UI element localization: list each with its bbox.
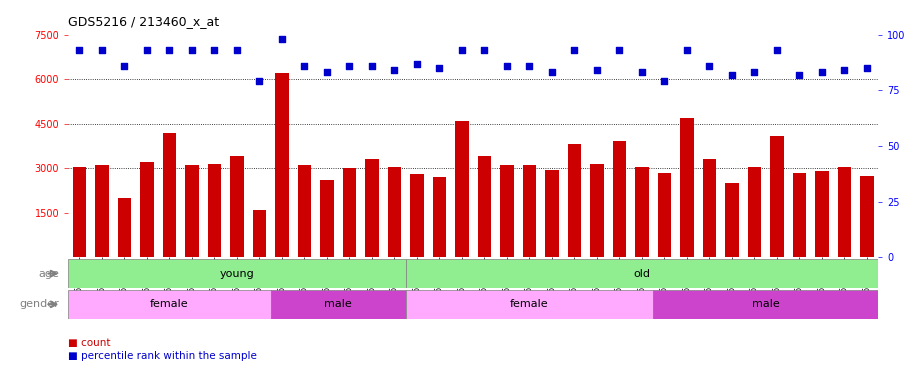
Text: ■ count: ■ count — [68, 338, 111, 348]
Point — [590, 67, 604, 73]
Point — [410, 60, 424, 66]
Bar — [253, 210, 267, 257]
Bar — [388, 167, 401, 257]
Bar — [568, 144, 581, 257]
Text: young: young — [219, 268, 255, 279]
Bar — [680, 118, 693, 257]
Bar — [207, 164, 221, 257]
Bar — [186, 165, 198, 257]
Point — [477, 47, 491, 53]
Bar — [748, 167, 761, 257]
Point — [140, 47, 155, 53]
Point — [319, 70, 334, 76]
Point — [545, 70, 560, 76]
Point — [680, 47, 694, 53]
Point — [275, 36, 289, 42]
Bar — [725, 183, 739, 257]
Bar — [658, 173, 672, 257]
Bar — [298, 165, 311, 257]
Bar — [140, 162, 154, 257]
Point — [837, 67, 852, 73]
Point — [747, 70, 762, 76]
Text: age: age — [38, 268, 59, 279]
Bar — [860, 175, 874, 257]
Bar — [117, 198, 131, 257]
Text: gender: gender — [19, 299, 59, 310]
Point — [724, 71, 739, 78]
Point — [252, 78, 267, 84]
Point — [567, 47, 581, 53]
Point — [117, 63, 132, 69]
Point — [612, 47, 627, 53]
Text: male: male — [324, 299, 352, 310]
Point — [522, 63, 537, 69]
Bar — [96, 165, 109, 257]
Point — [162, 47, 177, 53]
Bar — [815, 171, 829, 257]
Bar — [163, 132, 177, 257]
Text: male: male — [752, 299, 780, 310]
Point — [342, 63, 357, 69]
Point — [365, 63, 379, 69]
Point — [185, 47, 199, 53]
Bar — [432, 177, 446, 257]
Point — [500, 63, 514, 69]
Point — [770, 47, 784, 53]
Bar — [68, 290, 271, 319]
Point — [229, 47, 244, 53]
Bar — [793, 173, 806, 257]
Bar — [406, 259, 878, 288]
Point — [298, 63, 312, 69]
Bar — [635, 167, 649, 257]
Point — [432, 65, 447, 71]
Bar — [455, 121, 469, 257]
Point — [455, 47, 470, 53]
Bar — [591, 164, 603, 257]
Bar — [770, 136, 784, 257]
Bar — [478, 156, 491, 257]
Bar — [73, 167, 86, 257]
Bar — [275, 73, 288, 257]
Point — [657, 78, 672, 84]
Text: female: female — [511, 299, 549, 310]
Text: ■ percentile rank within the sample: ■ percentile rank within the sample — [68, 351, 258, 361]
Bar — [501, 165, 513, 257]
Point — [95, 47, 109, 53]
Bar — [68, 259, 406, 288]
Point — [72, 47, 86, 53]
Text: old: old — [633, 268, 651, 279]
Text: female: female — [150, 299, 188, 310]
Point — [792, 71, 806, 78]
Point — [814, 70, 829, 76]
Bar — [522, 165, 536, 257]
Bar — [653, 290, 878, 319]
Point — [207, 47, 222, 53]
Point — [860, 65, 875, 71]
Bar — [406, 290, 653, 319]
Bar — [230, 156, 244, 257]
Bar — [837, 167, 851, 257]
Bar — [703, 159, 716, 257]
Point — [387, 67, 401, 73]
Bar — [320, 180, 334, 257]
Bar — [271, 290, 406, 319]
Text: GDS5216 / 213460_x_at: GDS5216 / 213460_x_at — [68, 15, 219, 28]
Bar — [365, 159, 379, 257]
Bar — [612, 141, 626, 257]
Bar — [410, 174, 424, 257]
Bar — [343, 168, 356, 257]
Bar — [545, 170, 559, 257]
Point — [703, 63, 717, 69]
Point — [634, 70, 649, 76]
